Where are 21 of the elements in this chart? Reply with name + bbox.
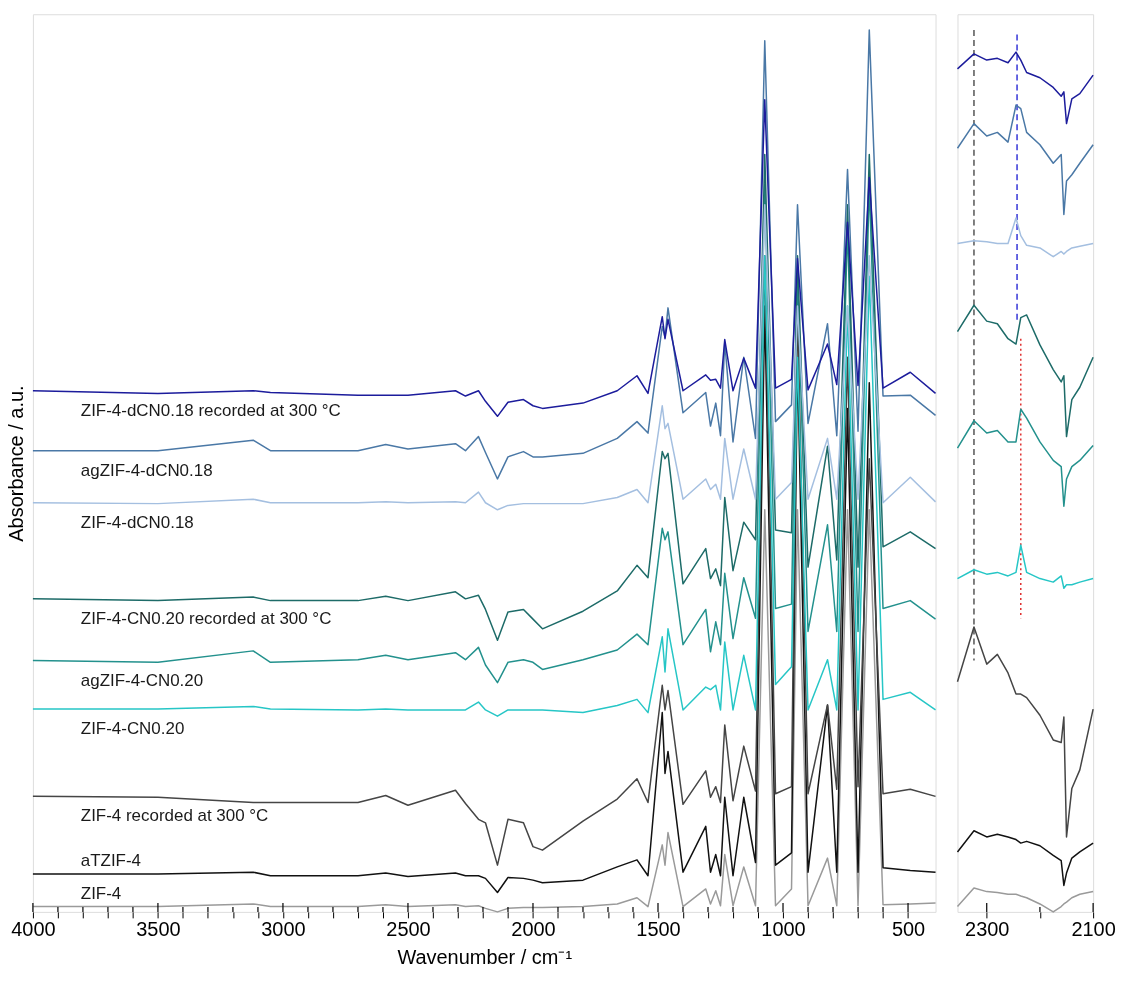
series-label: aTZIF-4 bbox=[80, 850, 142, 870]
x-tick-label: 2000 bbox=[511, 918, 556, 941]
y-axis-title: Absorbance / a.u. bbox=[5, 385, 28, 542]
x-tick-label: 4000 bbox=[11, 918, 56, 941]
series-label: ZIF-4-CN0.20 bbox=[80, 719, 185, 739]
series-label: ZIF-4 recorded at 300 °C bbox=[80, 806, 269, 826]
x-tick-label: 1000 bbox=[761, 918, 806, 941]
x-tick-label: 500 bbox=[891, 918, 926, 941]
series-label: ZIF-4-dCN0.18 recorded at 300 °C bbox=[80, 400, 341, 420]
series-label: ZIF-4-dCN0.18 bbox=[80, 512, 194, 532]
x-axis-title: Wavenumber / cm⁻¹ bbox=[397, 946, 573, 969]
x-tick-label: 3000 bbox=[261, 918, 306, 941]
x-tick-label: 3500 bbox=[136, 918, 181, 941]
series-label: agZIF-4-CN0.20 bbox=[80, 670, 204, 690]
series-label: ZIF-4 bbox=[80, 883, 122, 903]
series-label: ZIF-4-CN0.20 recorded at 300 °C bbox=[80, 608, 332, 628]
x-tick-label: 2300 bbox=[965, 918, 1010, 941]
series-label: agZIF-4-dCN0.18 bbox=[80, 460, 213, 480]
x-tick-label: 2500 bbox=[386, 918, 431, 941]
x-tick-label: 2100 bbox=[1071, 918, 1116, 941]
x-tick-label: 1500 bbox=[636, 918, 681, 941]
